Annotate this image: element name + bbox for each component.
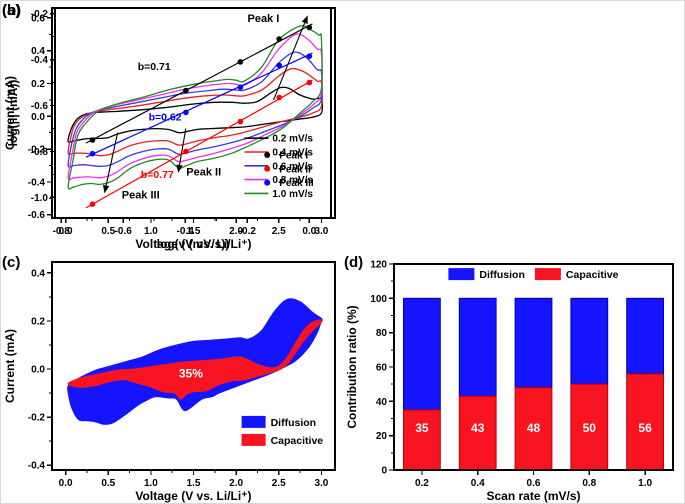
svg-text:1.5: 1.5 <box>187 226 201 237</box>
svg-text:-0.2: -0.2 <box>28 145 46 156</box>
panel-d: (d) 35 43 48 50 56 0.2 0.4 0.6 0.8 1.0 0 20 40 60 80 10… <box>342 252 685 504</box>
svg-text:Peak I: Peak I <box>279 151 308 162</box>
svg-text:120: 120 <box>370 260 387 271</box>
svg-text:2.5: 2.5 <box>272 226 286 237</box>
svg-text:Voltage (V vs. Li/Li⁺): Voltage (V vs. Li/Li⁺) <box>135 489 251 503</box>
svg-text:0.2: 0.2 <box>415 478 429 489</box>
svg-text:3.0: 3.0 <box>314 478 328 489</box>
svg-text:-0.4: -0.4 <box>177 226 195 237</box>
svg-text:0.4 mV/s: 0.4 mV/s <box>272 148 313 159</box>
panel-d-contribution-bar-chart: 35 43 48 50 56 0.2 0.4 0.6 0.8 1.0 0 20 40 60 80 100 120… <box>345 260 674 503</box>
svg-text:0.8 mV/s: 0.8 mV/s <box>272 175 313 186</box>
panel-b: (b) b=0.71 b=0.62 b=0.77 -0.8 -0.6 -0.4 -0.2 0.… <box>0 0 343 252</box>
svg-text:0.2 mV/s: 0.2 mV/s <box>272 134 313 145</box>
svg-text:60: 60 <box>376 363 388 374</box>
panel-a-cv-chart: Peak I Peak II Peak III 0.0 0.5 1.0 1.5 2.0 2.5 3… <box>3 7 336 251</box>
svg-text:Capacitive: Capacitive <box>271 435 324 447</box>
svg-text:1.0: 1.0 <box>144 478 158 489</box>
svg-text:1.0: 1.0 <box>638 478 652 489</box>
svg-text:Scan rate (mV/s): Scan rate (mV/s) <box>486 489 580 503</box>
panel-a: (a) Peak I Peak II Peak III 0.0 0.5 1.0 1.5 2.0… <box>0 0 342 252</box>
svg-text:-0.6: -0.6 <box>28 210 46 221</box>
svg-text:-1.0: -1.0 <box>31 193 49 204</box>
svg-text:0.2: 0.2 <box>31 79 45 90</box>
svg-text:50: 50 <box>583 421 597 435</box>
panel-b-label: (b) <box>2 2 22 19</box>
svg-text:-0.4: -0.4 <box>28 177 46 188</box>
svg-text:Current (mA): Current (mA) <box>3 329 17 403</box>
panel-c: (c) 35% 0.0 0.5 1.0 1.5 2.0 2.5 3.0 -0.4 -0.2 0.0 0… <box>0 252 342 504</box>
svg-text:0.5: 0.5 <box>101 478 115 489</box>
svg-text:100: 100 <box>370 294 387 305</box>
panel-d-label: (d) <box>344 254 364 271</box>
svg-text:0.4: 0.4 <box>31 268 45 279</box>
svg-text:0.0: 0.0 <box>302 226 316 237</box>
svg-text:1.0 mV/s: 1.0 mV/s <box>272 189 313 200</box>
svg-text:Peak I: Peak I <box>247 13 279 25</box>
svg-text:Peak II: Peak II <box>186 166 221 178</box>
svg-text:Diffusion: Diffusion <box>271 417 317 429</box>
svg-text:3.0: 3.0 <box>314 226 328 237</box>
panel-b-bvalue-chart: b=0.71 b=0.62 b=0.77 -0.8 -0.6 -0.4 -0.2 0.0 -1.… <box>6 7 332 251</box>
svg-text:0.6 mV/s: 0.6 mV/s <box>272 161 313 172</box>
svg-text:0.2: 0.2 <box>31 316 45 327</box>
svg-text:b=0.62: b=0.62 <box>149 112 182 124</box>
svg-text:Current (mA): Current (mA) <box>3 76 17 150</box>
svg-text:0.6: 0.6 <box>527 478 541 489</box>
panel-c-label: (c) <box>2 254 21 271</box>
svg-text:Capacitive: Capacitive <box>566 269 619 281</box>
svg-text:35: 35 <box>415 421 429 435</box>
svg-text:0.0: 0.0 <box>31 365 45 376</box>
svg-text:Peak II: Peak II <box>279 164 311 175</box>
svg-text:Peak III: Peak III <box>122 189 160 201</box>
svg-text:43: 43 <box>471 421 485 435</box>
svg-text:1.0: 1.0 <box>144 226 158 237</box>
svg-text:0.4: 0.4 <box>31 46 45 57</box>
svg-text:Voltage (V vs. Li/Li⁺): Voltage (V vs. Li/Li⁺) <box>135 237 251 251</box>
svg-text:20: 20 <box>376 431 388 442</box>
svg-text:2.0: 2.0 <box>229 478 243 489</box>
panel-c-contribution-cv-chart: 35% 0.0 0.5 1.0 1.5 2.0 2.5 3.0 -0.4 -0.2 0.0 0.2 0.… <box>3 261 336 503</box>
svg-text:-0.2: -0.2 <box>28 413 46 424</box>
svg-text:log(|i| (mA)): log(|i| (mA)) <box>6 80 20 147</box>
svg-text:0.5: 0.5 <box>101 226 115 237</box>
svg-text:0.0: 0.0 <box>59 226 73 237</box>
svg-text:40: 40 <box>376 397 388 408</box>
panel-a-label: (a) <box>2 2 21 19</box>
svg-text:-0.6: -0.6 <box>31 101 49 112</box>
svg-text:2.5: 2.5 <box>272 478 286 489</box>
svg-text:Contribution ratio (%): Contribution ratio (%) <box>345 305 359 428</box>
svg-text:Peak III: Peak III <box>279 178 314 189</box>
svg-text:-0.6: -0.6 <box>115 226 133 237</box>
svg-text:-0.4: -0.4 <box>31 55 49 66</box>
svg-text:56: 56 <box>638 421 652 435</box>
svg-text:-0.4: -0.4 <box>28 461 46 472</box>
svg-text:0.6: 0.6 <box>31 13 45 24</box>
svg-text:Diffusion: Diffusion <box>479 269 525 281</box>
svg-text:log(ν (mV/s)): log(ν (mV/s)) <box>157 237 230 251</box>
svg-text:2.0: 2.0 <box>229 226 243 237</box>
svg-text:b=0.77: b=0.77 <box>141 169 174 181</box>
svg-text:b=0.71: b=0.71 <box>138 61 171 73</box>
svg-text:0.0: 0.0 <box>59 478 73 489</box>
svg-text:0.4: 0.4 <box>471 478 485 489</box>
svg-text:0.0: 0.0 <box>31 112 45 123</box>
svg-text:0: 0 <box>381 466 387 477</box>
svg-text:-0.2: -0.2 <box>239 226 257 237</box>
svg-text:35%: 35% <box>179 366 203 380</box>
svg-text:-0.8: -0.8 <box>53 226 71 237</box>
svg-text:-0.2: -0.2 <box>31 9 49 20</box>
svg-text:1.5: 1.5 <box>187 478 201 489</box>
svg-text:80: 80 <box>376 328 388 339</box>
svg-text:0.8: 0.8 <box>582 478 596 489</box>
svg-text:48: 48 <box>527 421 541 435</box>
svg-text:-0.8: -0.8 <box>31 147 49 158</box>
